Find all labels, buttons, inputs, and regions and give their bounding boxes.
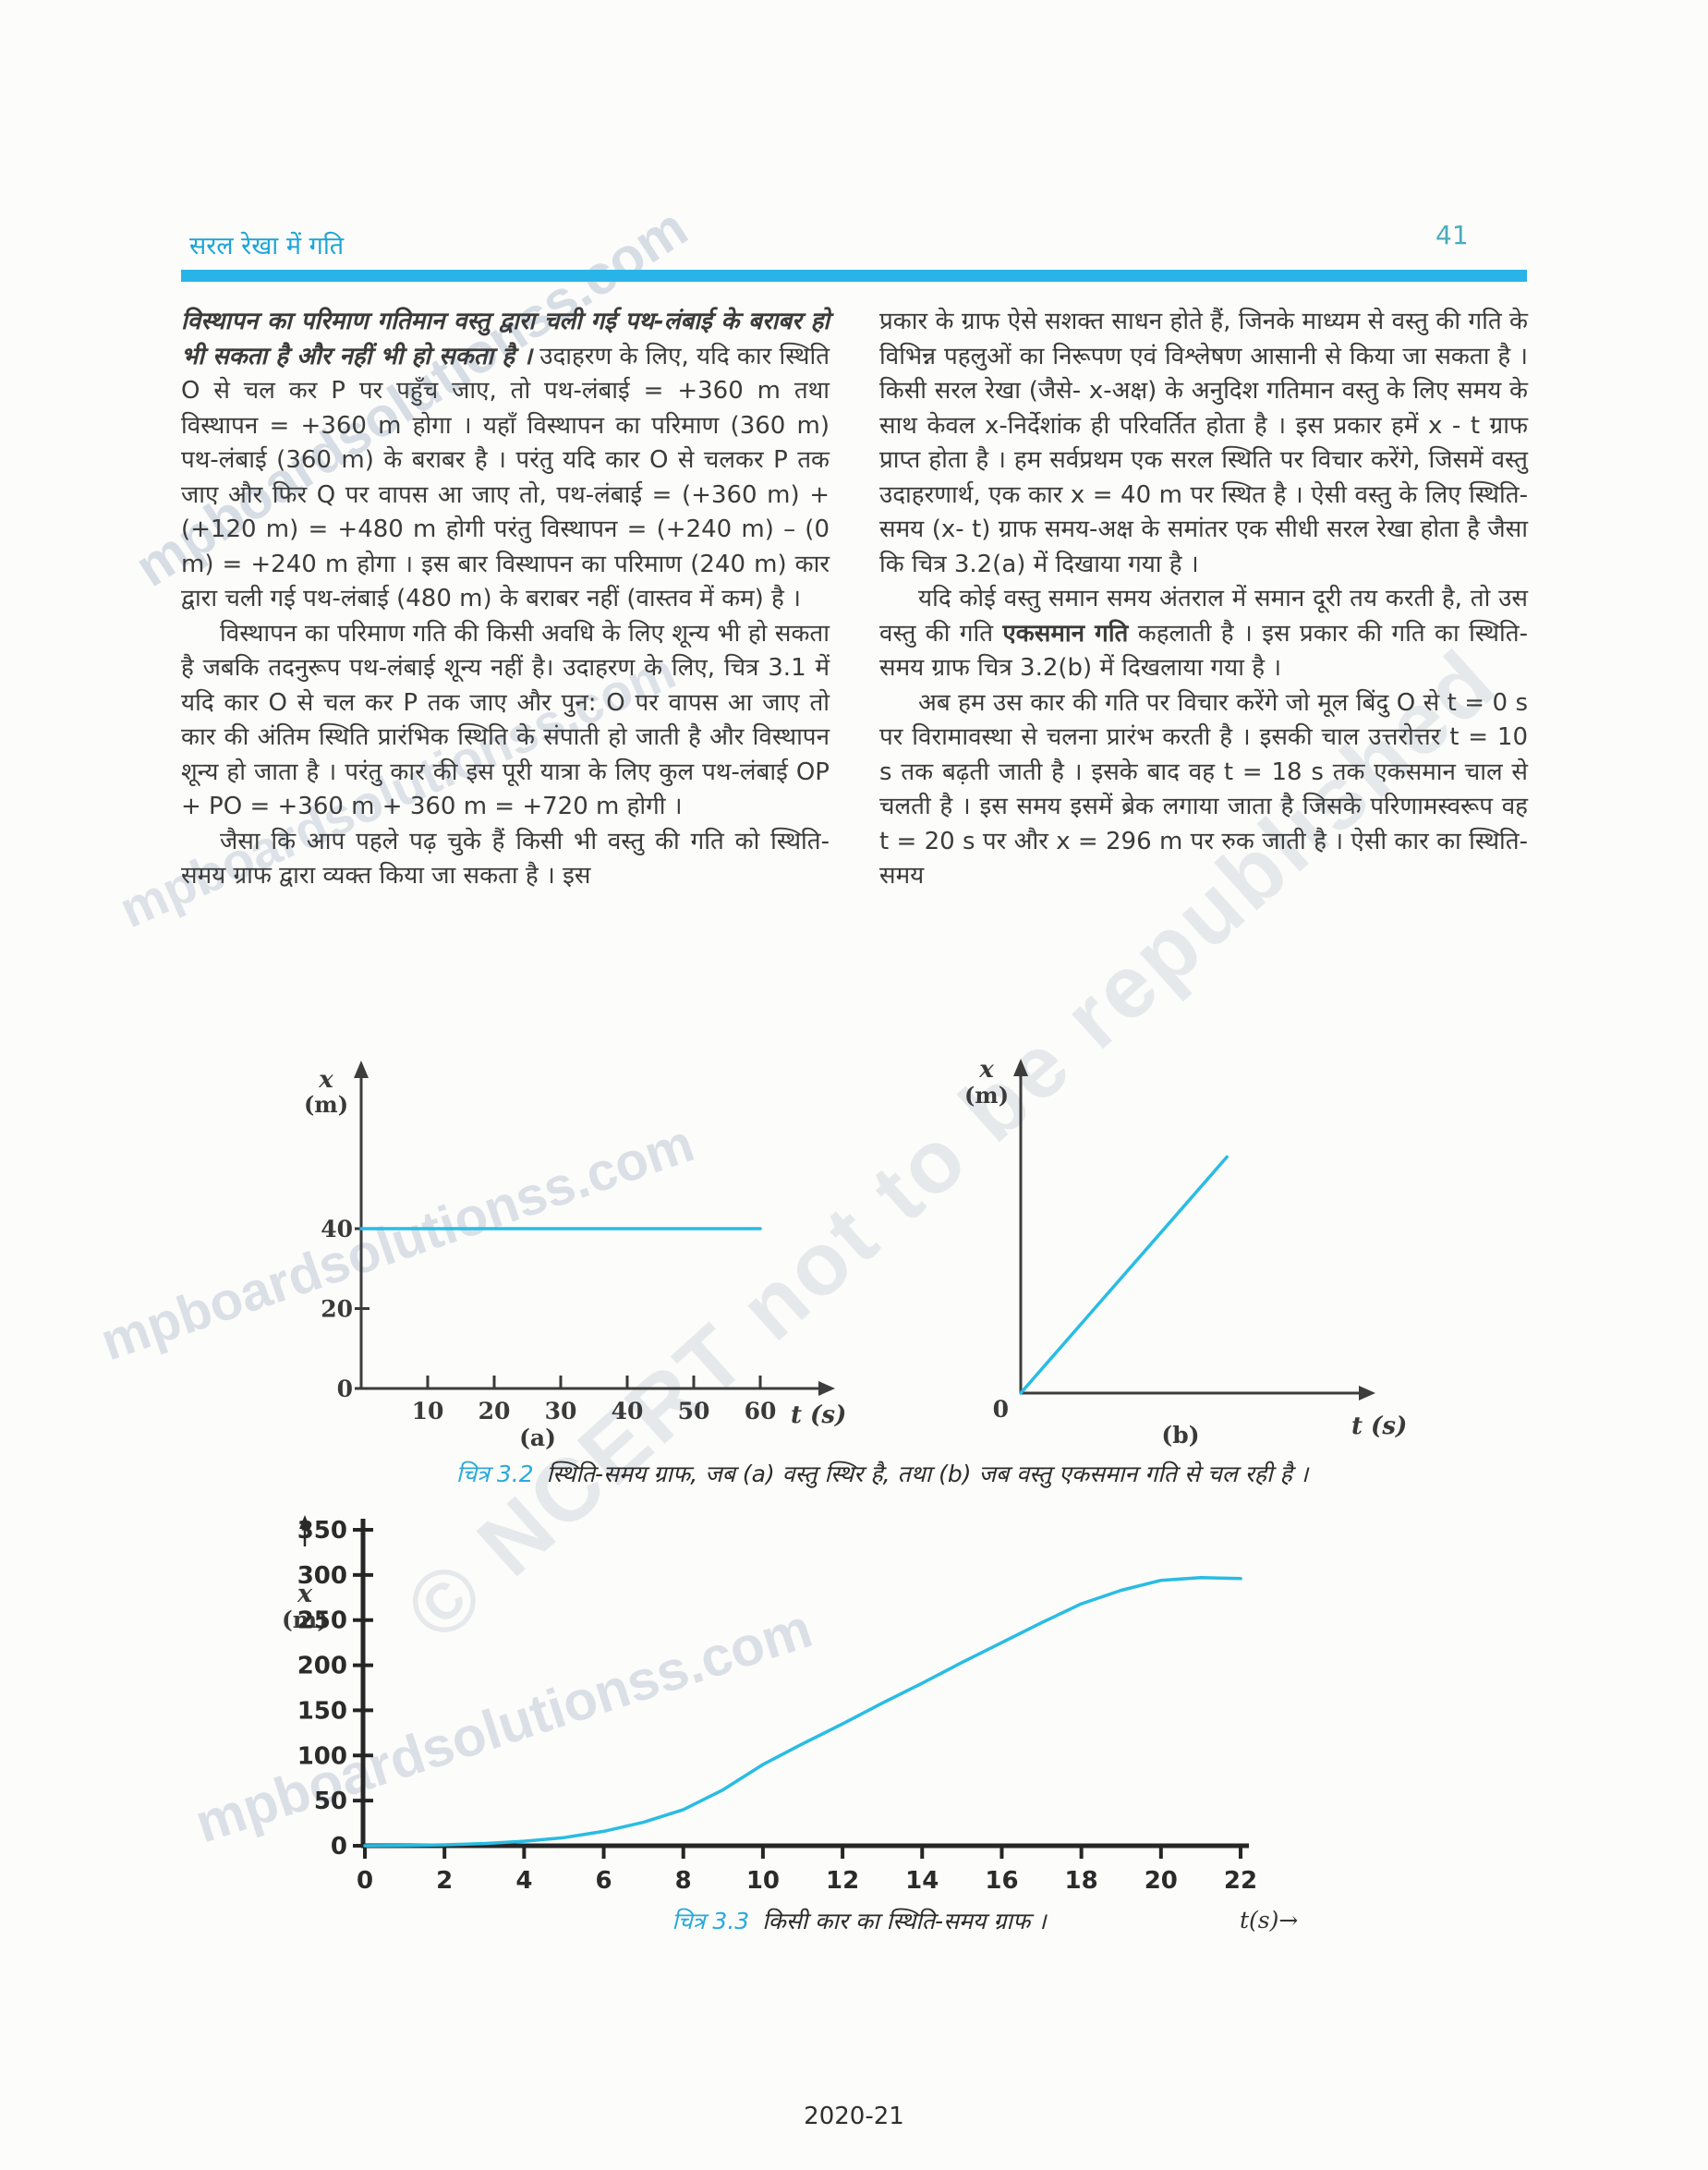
right-column: प्रकार के ग्राफ ऐसे सशक्त साधन होते हैं,… [879, 305, 1528, 894]
paragraph-text: उदाहरण के लिए, यदि कार स्थिति O से चल कर… [181, 342, 830, 613]
svg-text:10: 10 [746, 1867, 780, 1895]
term-uniform-motion: एकसमान गति [1002, 619, 1129, 648]
svg-text:60: 60 [745, 1398, 777, 1424]
svg-text:0: 0 [337, 1376, 353, 1402]
x-axis-arrow-icon [818, 1381, 835, 1396]
subfigure-label-a: (a) [519, 1424, 556, 1451]
svg-text:2: 2 [436, 1867, 453, 1895]
svg-text:20: 20 [321, 1296, 353, 1323]
figure-3-2b-position-time-graph: x (m) 0 t (s) (b) [964, 1056, 1407, 1449]
y-ticks: 0 20 40 [321, 1216, 369, 1402]
y-axis-arrow-icon [354, 1061, 369, 1078]
svg-text:30: 30 [545, 1398, 577, 1424]
y-axis-variable-label: x [297, 1580, 313, 1608]
svg-text:20: 20 [1145, 1867, 1178, 1895]
y-ticks: 0 50 100 150 200 250 300 350 [297, 1517, 373, 1861]
y-axis-variable-label: x [318, 1066, 333, 1094]
svg-text:6: 6 [595, 1867, 612, 1895]
figure-3-3-caption-label: चित्र 3.3 [672, 1908, 750, 1934]
figure-3-3-x-axis-tag: t(s)→ [1240, 1907, 1299, 1934]
svg-text:20: 20 [478, 1398, 511, 1424]
svg-text:100: 100 [297, 1742, 347, 1770]
figure-3-3-caption: चित्र 3.3 किसी कार का स्थिति-समय ग्राफ । [212, 1905, 1506, 1936]
paragraph-4: प्रकार के ग्राफ ऐसे सशक्त साधन होते हैं,… [879, 308, 1528, 578]
figure-3-2a-position-time-graph: x (m) 0 20 40 10 20 30 40 50 60 t (s) (a) [304, 1061, 846, 1451]
svg-text:200: 200 [297, 1653, 347, 1680]
header-rule [181, 270, 1527, 282]
svg-text:40: 40 [612, 1398, 644, 1424]
figure-3-2-caption-text: स्थिति-समय ग्राफ, जब (a) वस्तु स्थिर है,… [546, 1461, 1309, 1487]
series-line [363, 1576, 1242, 1848]
svg-text:12: 12 [826, 1867, 859, 1895]
svg-text:40: 40 [321, 1216, 353, 1243]
svg-text:16: 16 [985, 1867, 1018, 1895]
svg-text:0: 0 [331, 1833, 347, 1861]
footer-year: 2020-21 [804, 2103, 904, 2130]
x-ticks: 0 2 4 6 8 10 12 14 16 18 20 22 [357, 1846, 1257, 1895]
series-line [1019, 1155, 1229, 1395]
x-axis-label: t (s) [1351, 1412, 1407, 1440]
paragraph-6: अब हम उस कार की गति पर विचार करेंगे जो म… [879, 688, 1528, 891]
origin-label: 0 [993, 1396, 1009, 1423]
x-axis-arrow-icon [1359, 1386, 1375, 1400]
svg-text:50: 50 [314, 1788, 347, 1815]
y-axis-unit-label: (m) [282, 1606, 328, 1633]
svg-text:18: 18 [1065, 1867, 1098, 1895]
svg-text:4: 4 [515, 1867, 532, 1895]
figure-3-2-caption-label: चित्र 3.2 [455, 1461, 534, 1487]
subfigure-label-b: (b) [1161, 1422, 1199, 1449]
paragraph-lead-emphasis: विस्थापन का परिमाण गतिमान वस्तु द्वारा च… [181, 308, 830, 370]
figure-3-2-caption: चित्र 3.2 स्थिति-समय ग्राफ, जब (a) वस्तु … [212, 1458, 1552, 1489]
y-axis-arrow-icon [1013, 1059, 1028, 1076]
paragraph-3: जैसा कि आप पहले पढ़ चुके हैं किसी भी वस्… [181, 827, 830, 891]
x-axis-label: t (s) [791, 1401, 846, 1429]
svg-text:150: 150 [297, 1697, 347, 1725]
figure-3-3-car-position-time-graph: x (m) 0 50 100 150 200 250 300 350 0 2 4 6 8 10 12 14 1… [282, 1515, 1257, 1895]
page-number: 41 [1435, 220, 1469, 250]
x-ticks: 10 20 30 40 50 60 [412, 1376, 777, 1424]
left-column: विस्थापन का परिमाण गतिमान वस्तु द्वारा च… [181, 305, 830, 894]
svg-text:10: 10 [412, 1398, 444, 1424]
svg-text:14: 14 [905, 1867, 939, 1895]
svg-text:350: 350 [297, 1517, 347, 1545]
svg-text:22: 22 [1224, 1867, 1257, 1895]
svg-text:0: 0 [357, 1867, 373, 1895]
svg-text:50: 50 [678, 1398, 710, 1424]
y-axis-unit-label: (m) [964, 1082, 1009, 1109]
y-axis-variable-label: x [978, 1056, 994, 1084]
paragraph-text: कहलाती है । इस प्रकार की गति का स्थिति-स… [879, 619, 1528, 683]
svg-text:8: 8 [675, 1867, 692, 1895]
paragraph-2: विस्थापन का परिमाण गति की किसी अवधि के ल… [181, 619, 830, 821]
y-direction-arrow-icon [299, 1515, 310, 1529]
chapter-title: सरल रेखा में गति [189, 232, 345, 261]
paragraph-text: यदि कोई वस्तु समान समय अंतराल में समान द… [879, 585, 1528, 648]
paragraph-5: यदि कोई वस्तु समान समय अंतराल में समान द… [879, 582, 1528, 686]
svg-text:250: 250 [297, 1607, 347, 1635]
figure-3-3-caption-text: किसी कार का स्थिति-समय ग्राफ । [762, 1908, 1047, 1934]
y-axis-unit-label: (m) [304, 1091, 348, 1118]
svg-text:300: 300 [297, 1562, 347, 1590]
paragraph-1: विस्थापन का परिमाण गतिमान वस्तु द्वारा च… [181, 305, 830, 617]
